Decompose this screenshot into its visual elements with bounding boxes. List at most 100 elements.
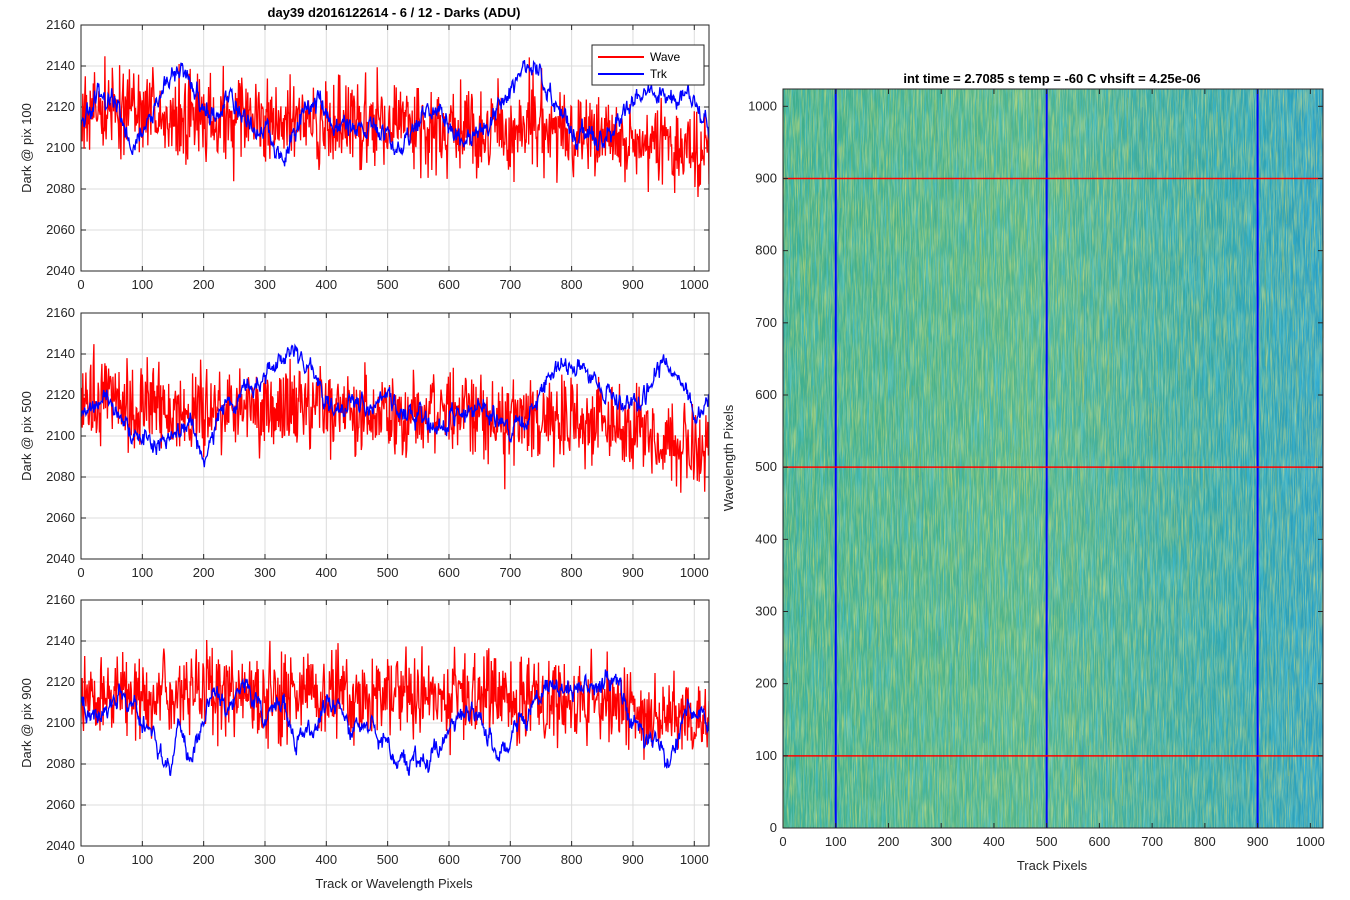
y-tick-label: 2080 [46, 756, 75, 771]
heatmap-streak [1104, 712, 1106, 765]
x-tick-label: 900 [622, 277, 644, 292]
heatmap-title: int time = 2.7085 s temp = -60 C vhsift … [903, 71, 1200, 86]
heatmap-streak [1312, 376, 1314, 408]
heatmap-streak [1010, 92, 1013, 181]
heatmap-streak [1098, 725, 1100, 828]
heatmap-streak [938, 635, 940, 718]
xlabel-line: Track or Wavelength Pixels [315, 876, 473, 891]
heatmap-streak [1282, 749, 1284, 781]
heatmap-streak [911, 465, 913, 561]
heatmap-streak [934, 99, 936, 183]
heatmap-streak [1069, 115, 1071, 238]
heatmap-streak [1110, 243, 1113, 354]
heatmap-streak [947, 116, 949, 208]
heatmap-streak [963, 665, 965, 705]
x-tick-label: 1000 [1296, 834, 1325, 849]
heatmap-streak [1084, 269, 1086, 405]
x-tick-label: 0 [77, 852, 84, 867]
heatmap-streak [1310, 182, 1312, 282]
heatmap-streak [1043, 601, 1045, 726]
heatmap-streak [1254, 628, 1256, 667]
heatmap-streak [1176, 404, 1178, 543]
heatmap-streak [900, 454, 902, 571]
y-tick-label: 2120 [46, 99, 75, 114]
heatmap-streak [1192, 388, 1194, 473]
heatmap-streak [1194, 114, 1197, 199]
heatmap-streak [923, 527, 925, 560]
x-tick-label: 700 [499, 852, 521, 867]
y-tick-label: 2160 [46, 305, 75, 320]
heatmap-streak [1148, 505, 1150, 582]
x-tick-label: 800 [1194, 834, 1216, 849]
axes-frame [782, 88, 1324, 829]
heatmap-streak [1296, 339, 1298, 414]
y-tick-label: 400 [755, 531, 777, 546]
heatmap-streak [1128, 697, 1130, 739]
x-tick-label: 500 [377, 277, 399, 292]
heatmap-streak [878, 194, 880, 321]
heatmap-streak [837, 177, 840, 235]
heatmap-streak [1232, 665, 1234, 801]
heatmap-streak [1307, 459, 1309, 487]
heatmap-streak [1030, 725, 1032, 810]
y-tick-label: 600 [755, 387, 777, 402]
heatmap-streak [1269, 240, 1271, 320]
heatmap-streak [1197, 193, 1199, 257]
heatmap-streak [1097, 292, 1099, 375]
x-tick-label: 1000 [680, 852, 709, 867]
heatmap-streak [801, 586, 804, 617]
heatmap-streak [1075, 279, 1077, 382]
heatmap-streak [1242, 205, 1244, 339]
heatmap-streak [1082, 343, 1084, 413]
heatmap-streak [1314, 93, 1316, 188]
heatmap-streak [967, 204, 969, 316]
heatmap-streak [813, 443, 815, 471]
heatmap-streak [894, 666, 896, 726]
heatmap-streak [1192, 218, 1194, 263]
legend-box [591, 44, 705, 86]
heatmap-streak [1232, 344, 1234, 409]
heatmap-streak [1126, 745, 1128, 783]
heatmap-streak [1088, 130, 1090, 181]
heatmap-streak [950, 473, 952, 594]
ylabel-pix-500: Dark @ pix 500 [19, 391, 34, 481]
heatmap-streak [1037, 106, 1040, 220]
heatmap-streak [1118, 273, 1120, 313]
heatmap-streak [1174, 504, 1176, 539]
heatmap-streak [1216, 112, 1218, 167]
heatmap-streak [1145, 484, 1147, 605]
y-tick-label: 2120 [46, 674, 75, 689]
heatmap-streak [1216, 663, 1218, 774]
heatmap-streak [1179, 285, 1181, 388]
heatmap-streak [1139, 544, 1141, 602]
heatmap-streak [889, 390, 891, 462]
x-tick-label: 0 [779, 834, 786, 849]
y-tick-label: 200 [755, 676, 777, 691]
heatmap-streak [822, 646, 824, 692]
x-tick-label: 600 [438, 277, 460, 292]
series-line-wave [81, 344, 709, 493]
heatmap-streak [966, 511, 968, 605]
heatmap-streak [842, 565, 844, 586]
ylabel-pix-900: Dark @ pix 900 [19, 678, 34, 768]
heatmap-streak [897, 169, 900, 197]
heatmap-streak [1219, 603, 1221, 631]
heatmap-streak [1293, 244, 1295, 332]
heatmap-streak [1318, 516, 1320, 572]
heatmap-streak [1267, 644, 1269, 779]
heatmap-streak [882, 448, 884, 478]
x-tick-label: 500 [1036, 834, 1058, 849]
heatmap-streak [948, 521, 950, 566]
heatmap-streak [1291, 478, 1293, 546]
heatmap-streak [991, 451, 993, 533]
heatmap-streak [908, 106, 910, 207]
y-tick-label: 2060 [46, 797, 75, 812]
heatmap-streak [810, 595, 812, 690]
heatmap-streak [938, 584, 940, 664]
x-tick-label: 800 [561, 277, 583, 292]
heatmap-streak [865, 738, 867, 824]
suptitle: day39 d2016122614 - 6 / 12 - Darks (ADU) [268, 5, 521, 20]
heatmap-streak [1070, 651, 1072, 792]
heatmap-streak [1149, 588, 1151, 629]
y-tick-label: 1000 [748, 98, 777, 113]
